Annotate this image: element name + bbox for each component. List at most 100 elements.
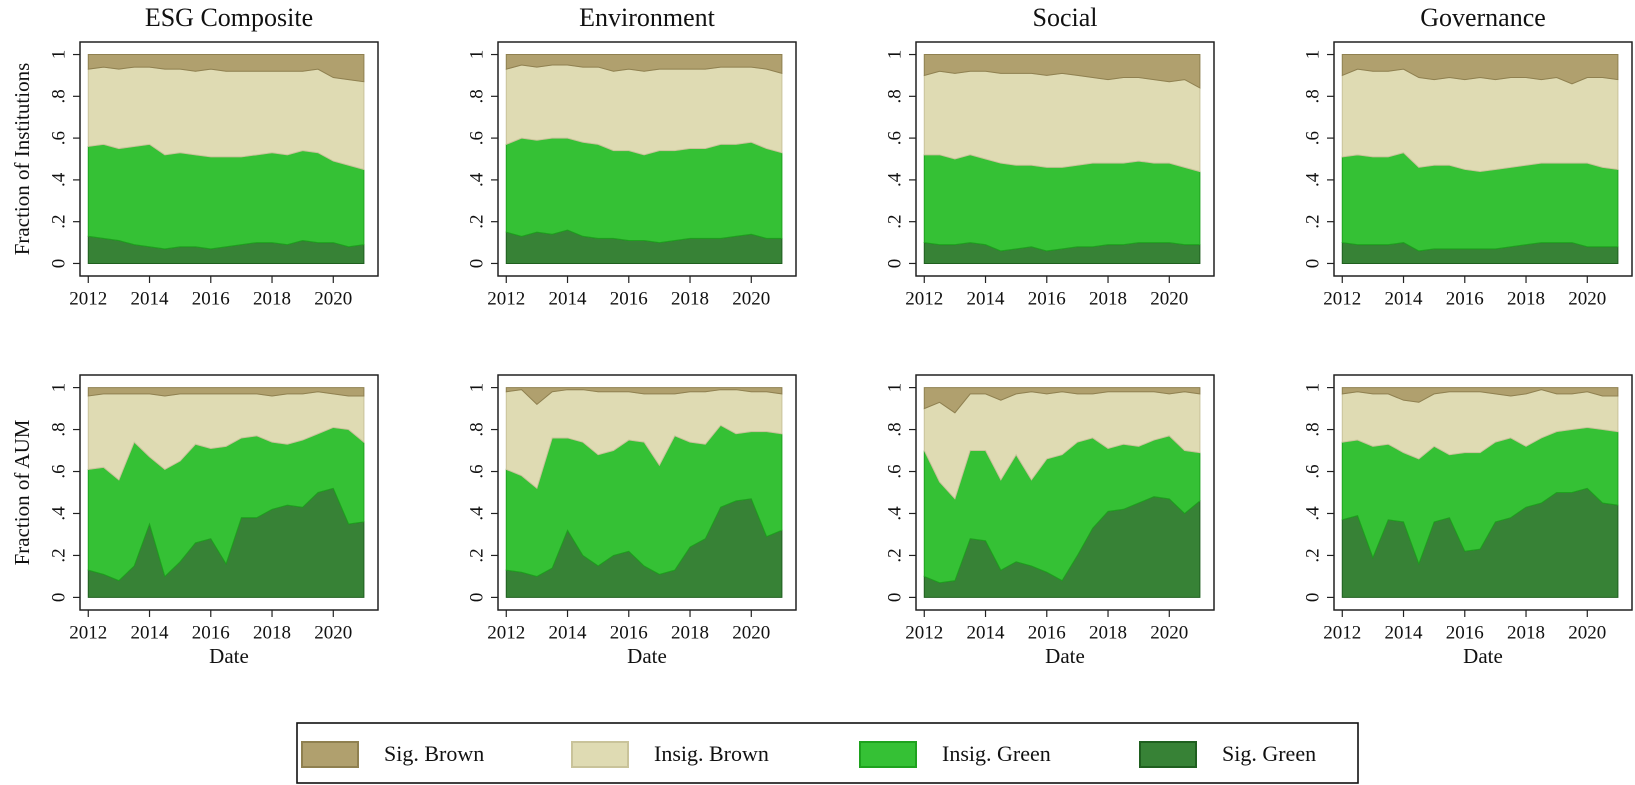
y-tick-label: .2 bbox=[48, 215, 69, 229]
legend-label: Sig. Brown bbox=[384, 741, 484, 766]
x-tick-label: 2016 bbox=[1028, 288, 1066, 309]
y-tick-label: .2 bbox=[884, 215, 905, 229]
x-tick-label: 2020 bbox=[1568, 622, 1606, 643]
y-tick-label: .4 bbox=[466, 506, 487, 521]
y-tick-label: .4 bbox=[884, 506, 905, 521]
y-tick-label: 0 bbox=[48, 259, 69, 269]
x-tick-label: 2012 bbox=[487, 622, 525, 643]
x-tick-label: 2012 bbox=[69, 288, 107, 309]
x-tick-label: 2014 bbox=[967, 622, 1006, 643]
legend: Sig. Brown Insig. Brown Insig. Green Sig. G… bbox=[296, 722, 1359, 784]
x-tick-label: 2014 bbox=[549, 622, 588, 643]
x-tick-label: 2018 bbox=[1089, 288, 1127, 309]
y-tick-label: .6 bbox=[884, 131, 905, 145]
x-tick-label: 2016 bbox=[1446, 622, 1484, 643]
y-tick-label: 1 bbox=[466, 50, 487, 60]
area bbox=[505, 54, 783, 74]
y-tick-label: .2 bbox=[466, 548, 487, 562]
x-tick-label: 2016 bbox=[610, 288, 648, 309]
x-tick-label: 2012 bbox=[1323, 288, 1361, 309]
y-axis-label: Fraction of AUM bbox=[10, 419, 34, 565]
area bbox=[1341, 387, 1619, 403]
x-tick-label: 2012 bbox=[905, 288, 943, 309]
area bbox=[923, 70, 1201, 173]
y-tick-label: .8 bbox=[466, 422, 487, 436]
x-tick-label: 2014 bbox=[1385, 288, 1424, 309]
x-tick-label: 2014 bbox=[131, 288, 170, 309]
panel-title: Governance bbox=[1420, 3, 1546, 32]
plot-border bbox=[1333, 374, 1633, 611]
panel: 0 .2 .4 .6 .8 1 2012 2014 2016 2018 2020 Social bbox=[884, 3, 1215, 309]
x-tick-label: 2012 bbox=[69, 622, 107, 643]
x-tick-label: 2018 bbox=[1507, 288, 1545, 309]
x-tick-label: 2020 bbox=[732, 288, 770, 309]
plot-border bbox=[915, 374, 1215, 611]
y-tick-label: .2 bbox=[1302, 548, 1323, 562]
legend-swatch bbox=[301, 741, 359, 768]
area bbox=[505, 387, 783, 406]
x-tick-label: 2014 bbox=[131, 622, 170, 643]
x-tick-label: 2020 bbox=[732, 622, 770, 643]
x-tick-label: 2018 bbox=[1507, 622, 1545, 643]
area bbox=[923, 387, 1201, 414]
x-tick-label: 2016 bbox=[192, 622, 230, 643]
area bbox=[87, 387, 365, 397]
legend-label: Insig. Green bbox=[942, 741, 1051, 766]
x-tick-label: 2012 bbox=[1323, 622, 1361, 643]
y-tick-label: .4 bbox=[884, 172, 905, 187]
x-tick-label: 2020 bbox=[1150, 288, 1188, 309]
x-tick-label: 2018 bbox=[1089, 622, 1127, 643]
y-tick-label: .4 bbox=[1302, 506, 1323, 521]
area bbox=[87, 54, 365, 83]
y-tick-label: 0 bbox=[1302, 593, 1323, 603]
plot-border bbox=[915, 41, 1215, 277]
y-tick-label: 0 bbox=[48, 593, 69, 603]
panel: 0 .2 .4 .6 .8 1 2012 2014 2016 2018 2020 Date bbox=[1302, 374, 1633, 668]
y-tick-label: .4 bbox=[48, 506, 69, 521]
y-tick-label: .4 bbox=[48, 172, 69, 187]
y-tick-label: .8 bbox=[466, 89, 487, 103]
y-tick-label: 0 bbox=[884, 593, 905, 603]
y-tick-label: 0 bbox=[466, 259, 487, 269]
y-tick-label: 0 bbox=[466, 593, 487, 603]
legend-swatch bbox=[1139, 741, 1197, 768]
y-tick-label: .2 bbox=[884, 548, 905, 562]
y-tick-label: .6 bbox=[466, 131, 487, 145]
y-tick-label: .2 bbox=[466, 215, 487, 229]
y-tick-label: 1 bbox=[48, 50, 69, 60]
y-tick-label: .6 bbox=[48, 464, 69, 478]
plot-border bbox=[1333, 41, 1633, 277]
x-tick-label: 2016 bbox=[610, 622, 648, 643]
x-axis-label: Date bbox=[1045, 644, 1085, 668]
panel-title: Social bbox=[1033, 3, 1098, 32]
y-tick-label: .6 bbox=[1302, 464, 1323, 478]
x-axis-label: Date bbox=[627, 644, 667, 668]
area bbox=[923, 154, 1201, 252]
plot-border bbox=[497, 374, 797, 611]
x-tick-label: 2012 bbox=[487, 288, 525, 309]
legend-swatch bbox=[571, 741, 629, 768]
y-tick-label: 1 bbox=[884, 383, 905, 393]
plot-border bbox=[79, 41, 379, 277]
y-tick-label: .8 bbox=[48, 89, 69, 103]
panel: 0 .2 .4 .6 .8 1 2012 2014 2016 2018 2020 ESG Compos… bbox=[10, 3, 379, 309]
y-tick-label: .6 bbox=[466, 464, 487, 478]
x-tick-label: 2014 bbox=[967, 288, 1006, 309]
y-tick-label: 1 bbox=[1302, 50, 1323, 60]
x-tick-label: 2018 bbox=[671, 288, 709, 309]
plot-border bbox=[497, 41, 797, 277]
y-tick-label: 0 bbox=[1302, 259, 1323, 269]
y-tick-label: .8 bbox=[1302, 89, 1323, 103]
area bbox=[1341, 68, 1619, 173]
x-tick-label: 2018 bbox=[253, 288, 291, 309]
y-tick-label: 1 bbox=[48, 383, 69, 393]
x-tick-label: 2016 bbox=[1446, 288, 1484, 309]
panel: 0 .2 .4 .6 .8 1 2012 2014 2016 2018 2020 Date Fracti… bbox=[10, 374, 379, 668]
area bbox=[923, 54, 1201, 89]
x-axis-label: Date bbox=[1463, 644, 1503, 668]
x-tick-label: 2020 bbox=[314, 622, 352, 643]
y-tick-label: 1 bbox=[466, 383, 487, 393]
legend-label: Sig. Green bbox=[1222, 741, 1316, 766]
y-tick-label: .8 bbox=[884, 422, 905, 436]
